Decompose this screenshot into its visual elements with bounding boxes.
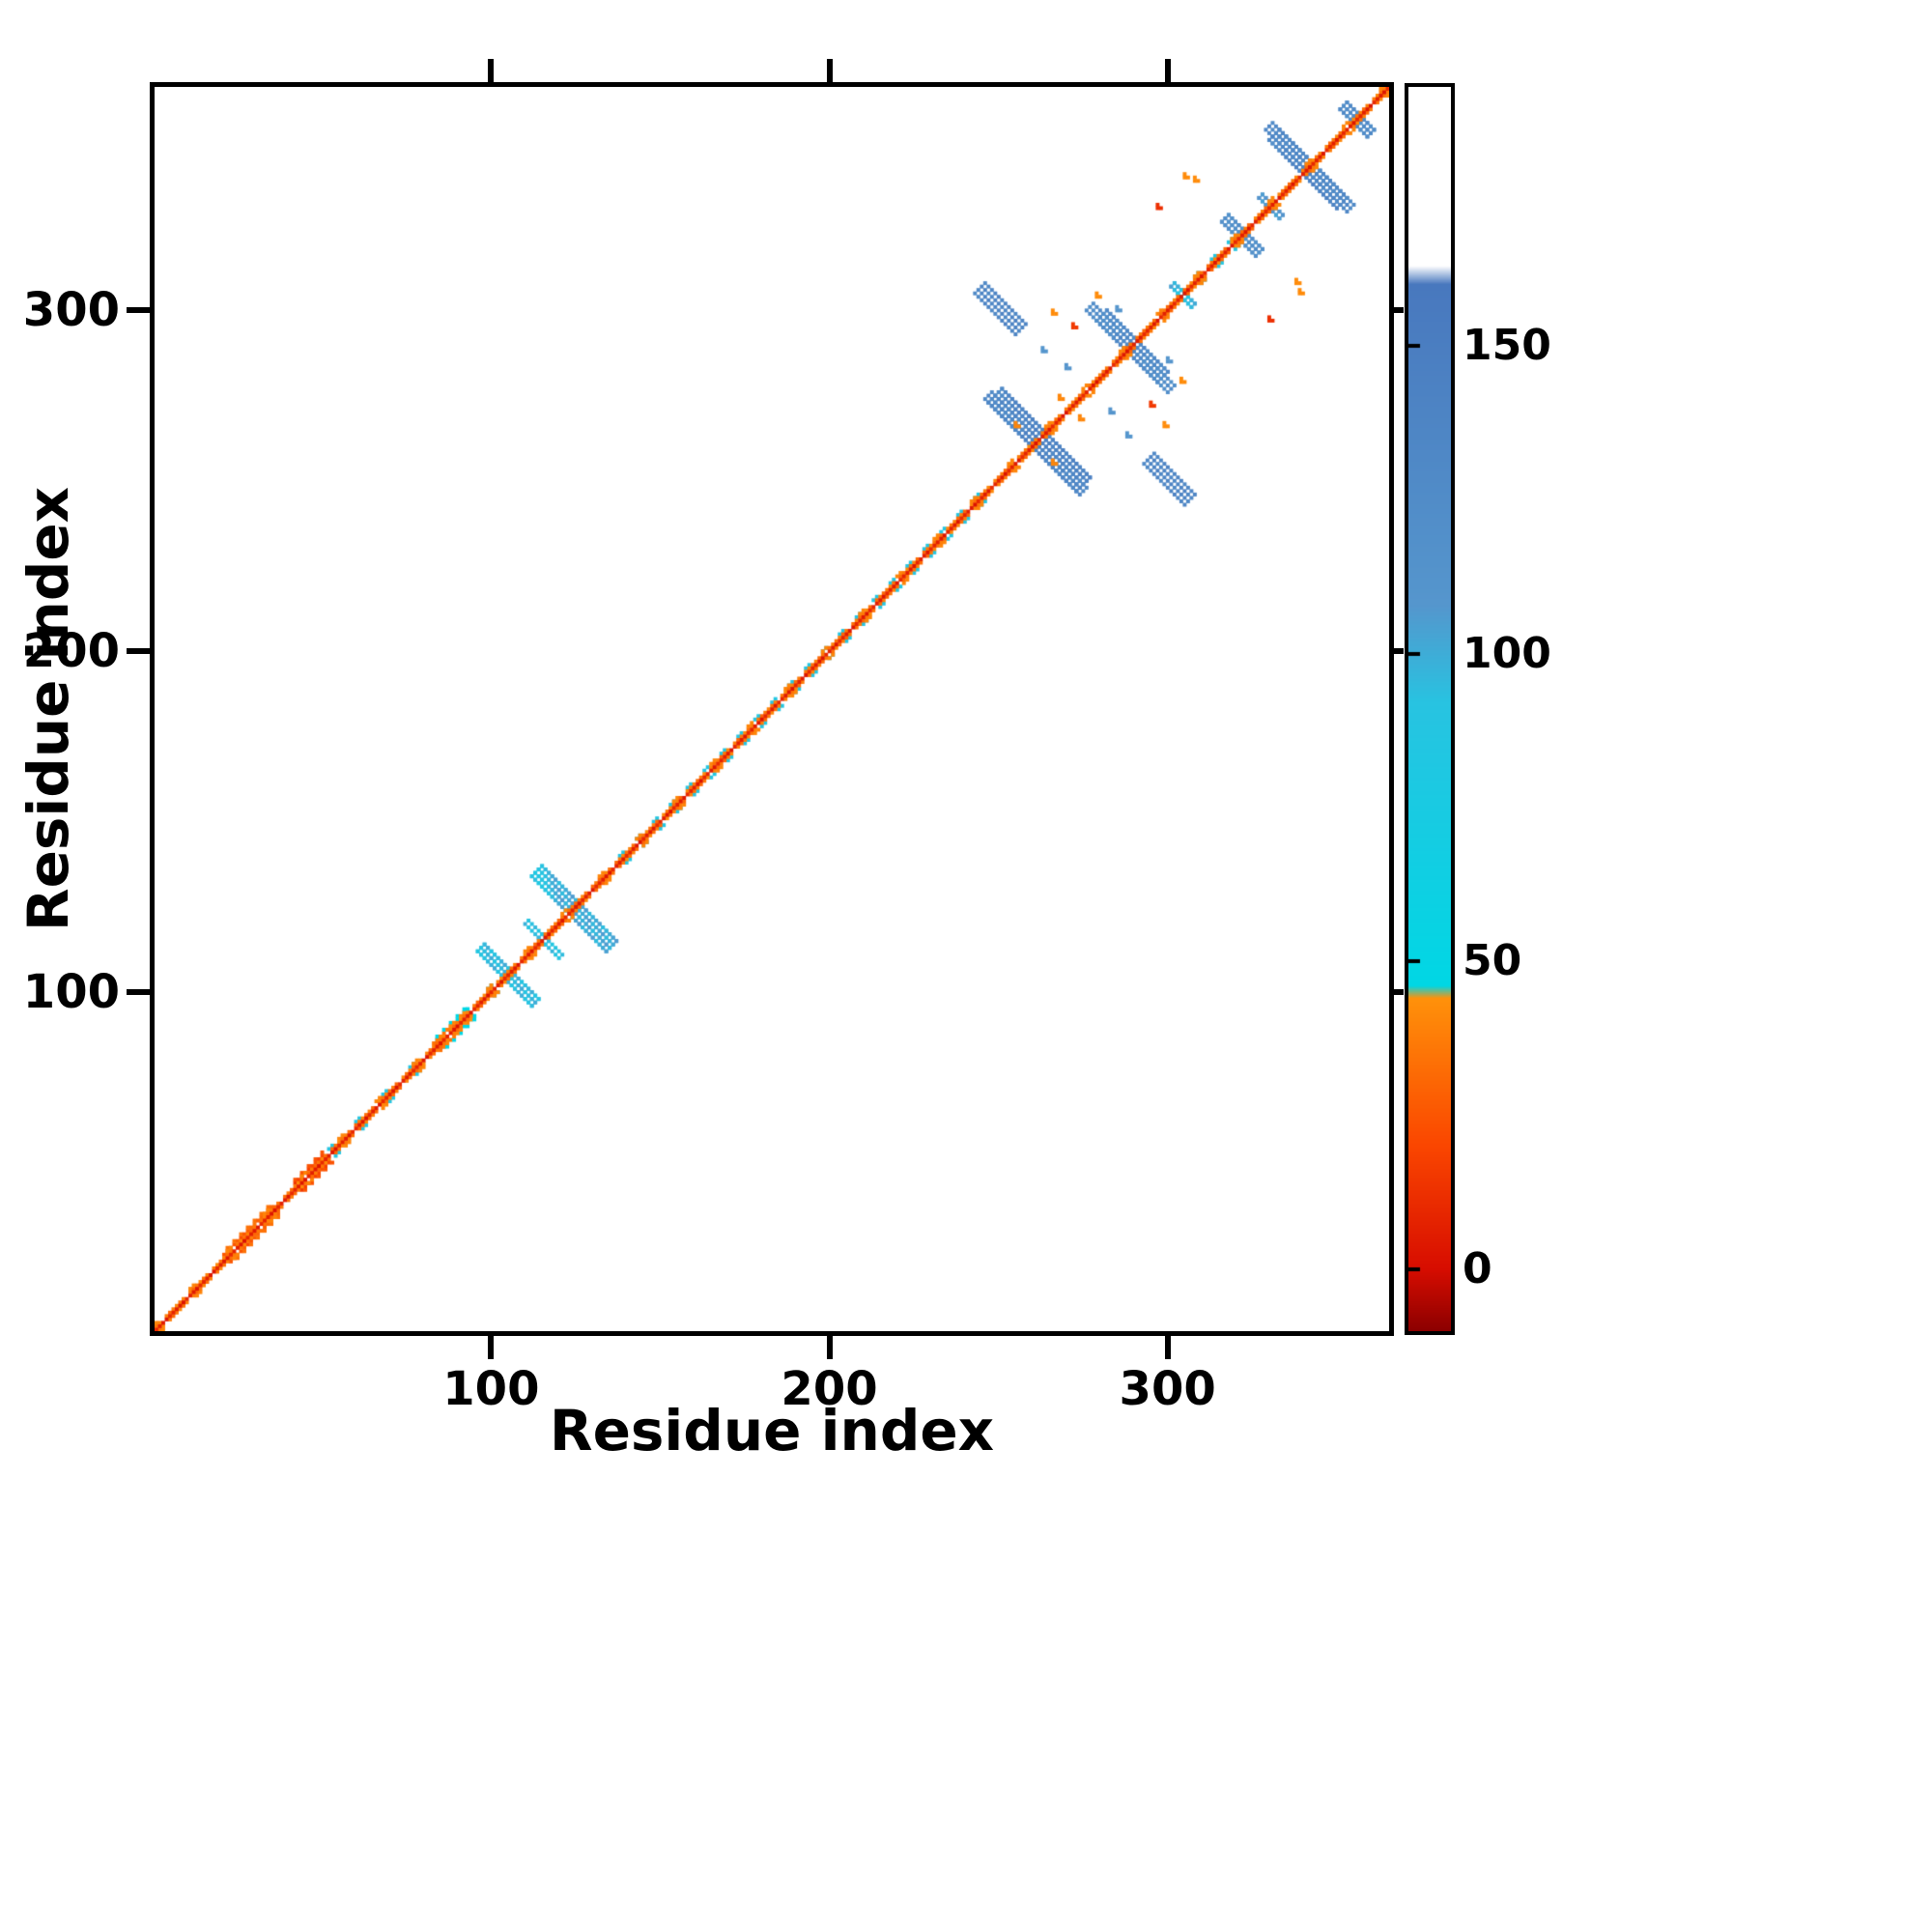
x-tick-label: 100 bbox=[442, 1362, 540, 1416]
colorbar-tick-label: 100 bbox=[1463, 628, 1551, 678]
colorbar-canvas bbox=[1408, 87, 1451, 1331]
x-tick-label: 200 bbox=[781, 1362, 878, 1416]
colorbar-tick-label: 150 bbox=[1463, 320, 1551, 370]
colorbar-tick-label: 0 bbox=[1463, 1244, 1492, 1294]
y-tick-label: 300 bbox=[22, 283, 120, 338]
x-axis-label: Residue index bbox=[549, 1398, 995, 1463]
plot-frame bbox=[150, 82, 1394, 1336]
x-tick-mark-bottom bbox=[826, 1336, 833, 1359]
y-tick-mark-right bbox=[1394, 648, 1404, 654]
y-tick-mark-left bbox=[127, 307, 150, 314]
x-tick-mark-bottom bbox=[1164, 1336, 1171, 1359]
x-tick-label: 300 bbox=[1119, 1362, 1216, 1416]
y-axis-label: Residue index bbox=[15, 486, 81, 932]
y-tick-mark-right bbox=[1394, 988, 1404, 995]
y-tick-mark-left bbox=[127, 648, 150, 654]
colorbar-tick-label: 50 bbox=[1463, 936, 1522, 986]
x-tick-mark-top bbox=[826, 59, 833, 82]
y-tick-label: 200 bbox=[22, 624, 120, 678]
colorbar-frame bbox=[1405, 83, 1455, 1335]
contact-map-canvas bbox=[155, 87, 1389, 1331]
y-tick-mark-right bbox=[1394, 307, 1404, 314]
x-tick-mark-top bbox=[1164, 59, 1171, 82]
x-tick-mark-top bbox=[488, 59, 495, 82]
y-tick-label: 100 bbox=[22, 964, 120, 1019]
y-tick-mark-left bbox=[127, 988, 150, 995]
x-tick-mark-bottom bbox=[488, 1336, 495, 1359]
